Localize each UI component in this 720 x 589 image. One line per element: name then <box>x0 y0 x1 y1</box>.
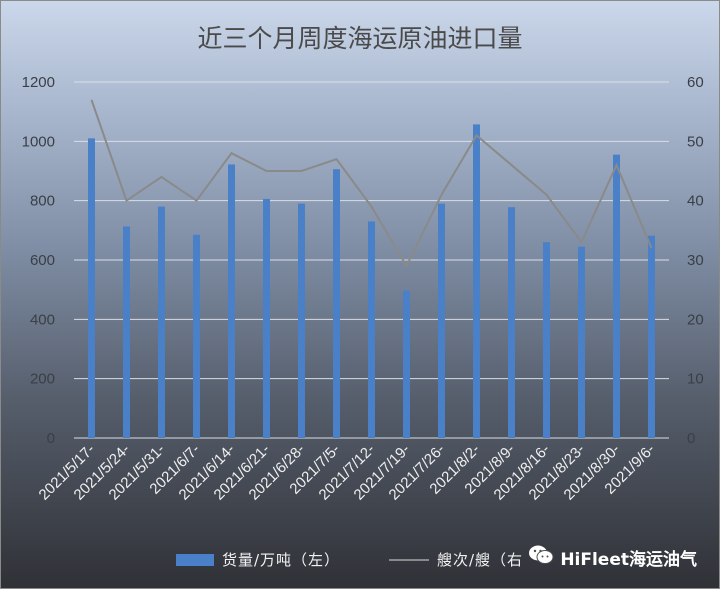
bar <box>193 234 200 438</box>
chart-title: 近三个月周度海运原油进口量 <box>197 24 522 53</box>
y-right-tick-label: 0 <box>687 430 695 447</box>
y-right-tick-label: 10 <box>687 371 704 388</box>
watermark: HiFleet海运油气 <box>528 544 697 570</box>
bar <box>88 138 95 438</box>
legend-bar-swatch <box>176 553 214 566</box>
y-left-tick-label: 600 <box>30 252 55 269</box>
y-right-tick-label: 30 <box>687 252 704 269</box>
y-left-tick-label: 400 <box>30 311 55 328</box>
bar <box>298 203 305 438</box>
legend-bar-label: 货量/万吨（左） <box>222 551 341 569</box>
legend-item-bars: 货量/万吨（左） <box>176 549 340 570</box>
bar <box>648 235 655 438</box>
y-right-tick-label: 40 <box>687 193 704 210</box>
y-right-tick-label: 60 <box>687 74 704 91</box>
bar <box>368 221 375 438</box>
legend-line-swatch <box>389 558 429 561</box>
bar <box>403 290 410 438</box>
legend-item-line: 艘次/艘（右 <box>389 549 523 570</box>
bar <box>543 242 550 438</box>
bar <box>123 226 130 438</box>
y-left-tick-label: 200 <box>30 371 55 388</box>
y-right-tick-label: 50 <box>687 133 704 150</box>
bar <box>438 203 445 438</box>
y-left-tick-label: 800 <box>30 193 55 210</box>
bar <box>508 207 515 438</box>
bar <box>158 206 165 438</box>
y-left-tick-label: 1000 <box>22 133 55 150</box>
watermark-text: HiFleet海运油气 <box>560 549 697 570</box>
bar <box>228 164 235 438</box>
bar <box>473 124 480 438</box>
y-left-tick-label: 0 <box>47 430 55 447</box>
y-left-tick-label: 1200 <box>22 74 55 91</box>
wechat-icon <box>528 544 554 570</box>
bar <box>613 154 620 438</box>
legend-line-label: 艘次/艘（右 <box>437 551 524 569</box>
bar <box>263 198 270 438</box>
bar <box>333 169 340 438</box>
line-series <box>90 99 653 269</box>
bar <box>578 246 585 438</box>
y-right-tick-label: 20 <box>687 311 704 328</box>
